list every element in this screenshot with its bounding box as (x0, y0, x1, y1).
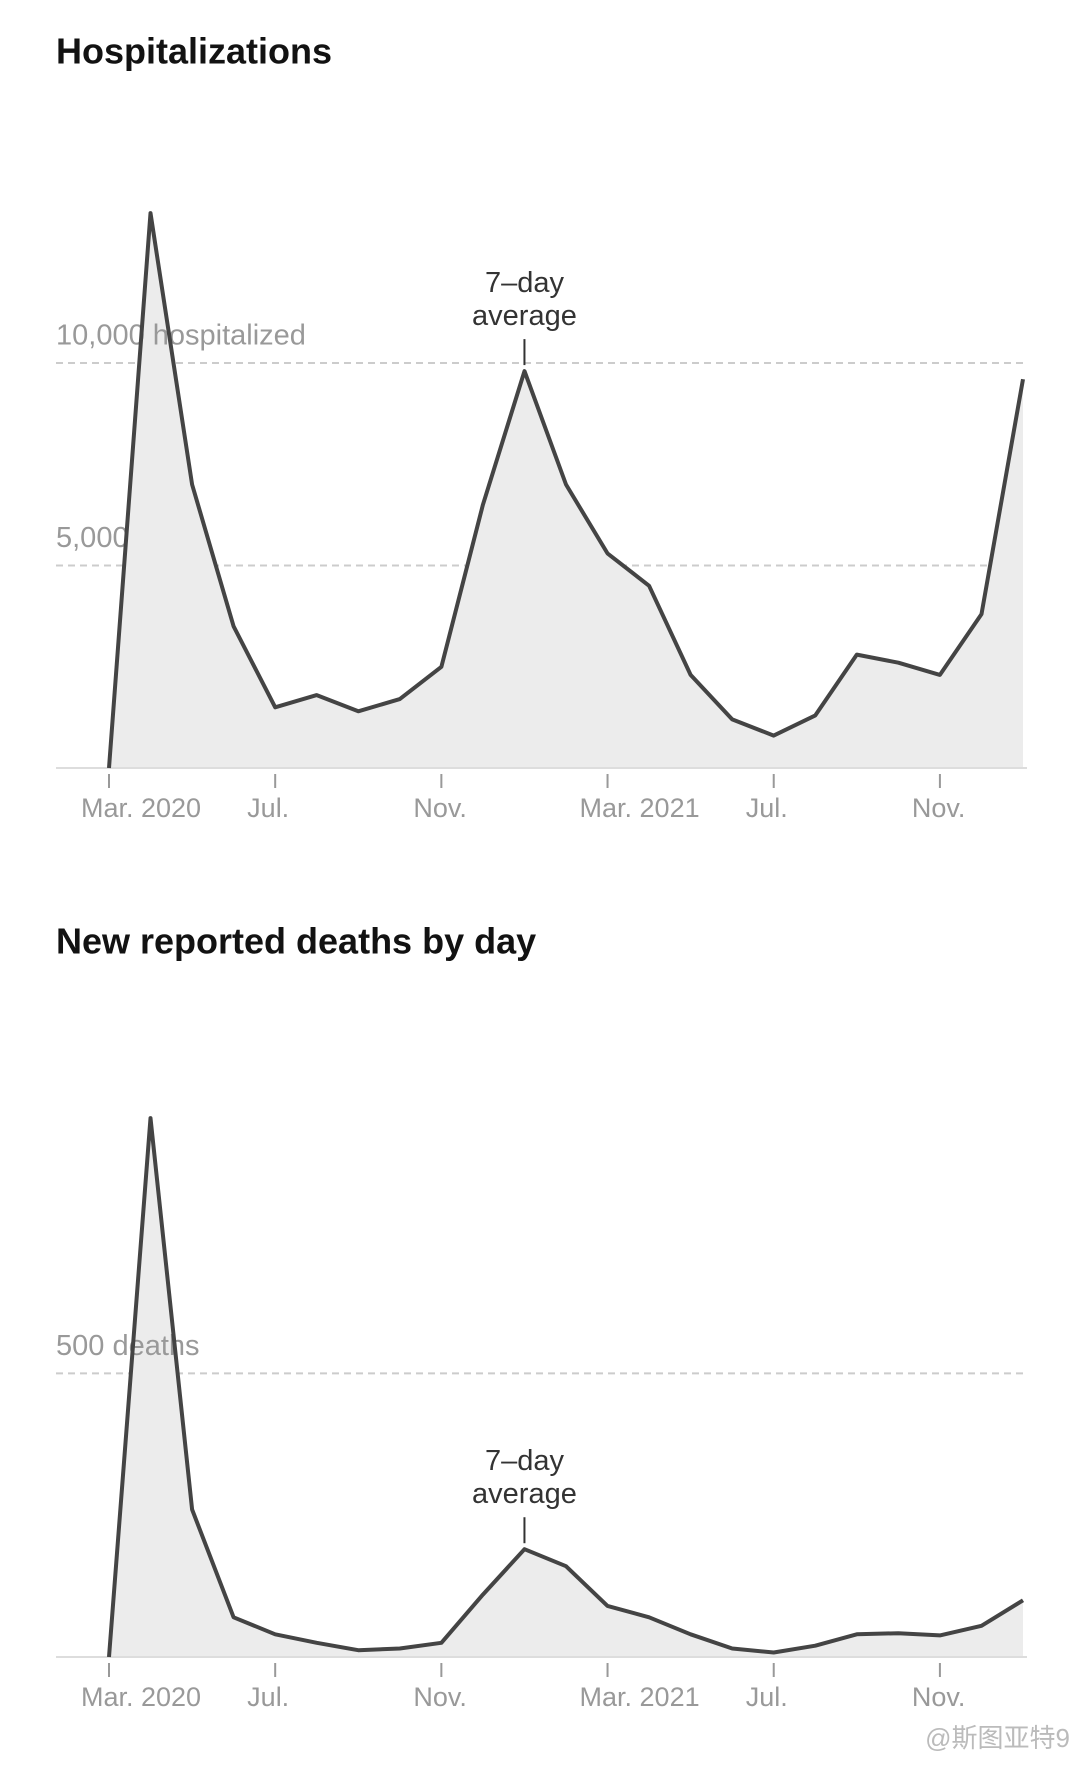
x-tick-label: Jul. (746, 1682, 788, 1712)
y-tick-label: 5,000 (56, 522, 129, 554)
x-tick-label: Nov. (413, 1682, 467, 1712)
chart-title: New reported deaths by day (56, 921, 536, 962)
y-tick-label: 10,000 hospitalized (56, 320, 306, 352)
annotation-box: 7–day average (472, 1445, 577, 1511)
watermark: @斯图亚特9 (925, 1723, 1070, 1753)
annotation: 7–day average (472, 267, 577, 333)
x-tick-label: Mar. 2021 (580, 1682, 700, 1712)
x-tick-label: Nov. (912, 1682, 966, 1712)
x-tick-label: Mar. 2020 (81, 793, 201, 823)
chart-title: Hospitalizations (56, 31, 332, 72)
x-tick-label: Nov. (912, 793, 966, 823)
area (109, 213, 1023, 769)
line (107, 211, 1025, 769)
area (109, 1118, 1023, 1657)
annotation-box: 7–day average (472, 267, 577, 333)
x-tick-label: Jul. (247, 1682, 289, 1712)
x-tick-label: Jul. (247, 793, 289, 823)
x-tick-label: Nov. (413, 793, 467, 823)
x-tick-label: Mar. 2021 (580, 793, 700, 823)
x-tick-label: Mar. 2020 (81, 1682, 201, 1712)
y-tick-label: 500 deaths (56, 1330, 200, 1362)
x-tick-label: Jul. (746, 793, 788, 823)
annotation: 7–day average (472, 1445, 577, 1511)
line (107, 1116, 1025, 1658)
